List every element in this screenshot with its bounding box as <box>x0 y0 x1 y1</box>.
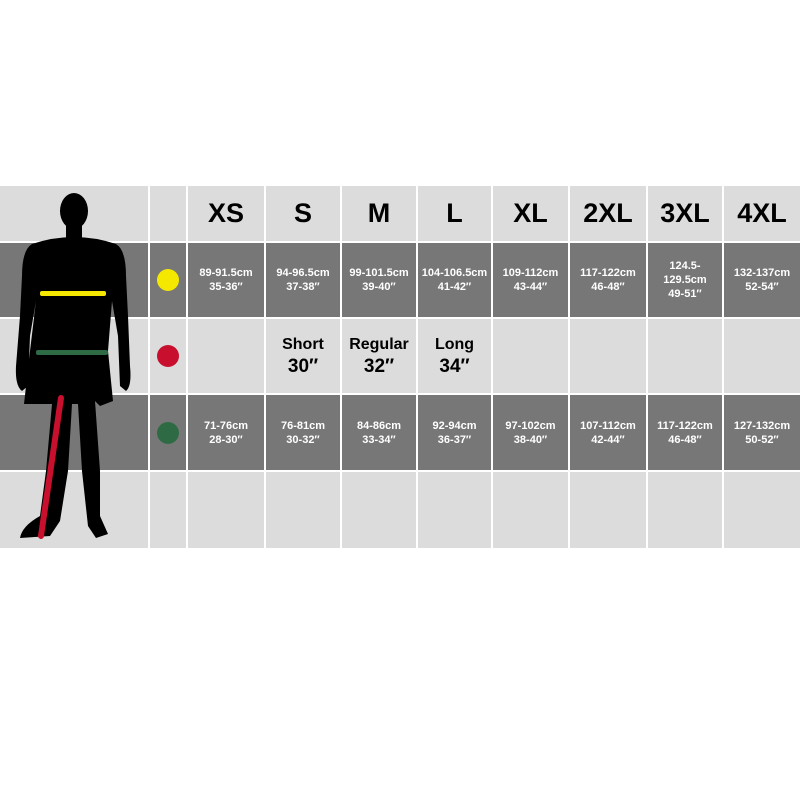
empty-cell <box>266 472 340 548</box>
figure-cell <box>0 395 148 470</box>
waist-cell: 71-76cm 28-30″ <box>188 395 264 470</box>
cm: 94-96.5cm <box>276 267 330 279</box>
inches: 52-54″ <box>745 281 779 293</box>
waist-cell: 117-122cm 46-48″ <box>648 395 722 470</box>
inseam-cell <box>188 319 264 393</box>
chest-legend-cell <box>150 243 186 317</box>
inches: 30-32″ <box>286 433 320 446</box>
cm: 89-91.5cm <box>199 267 253 279</box>
inseam-cell: Long 34″ <box>418 319 491 393</box>
empty-cell <box>418 472 491 548</box>
size-header: 2XL <box>570 186 646 241</box>
size-header: M <box>342 186 416 241</box>
cm: 124.5-129.5cm <box>663 260 707 286</box>
inseam-red-dot-icon <box>157 345 179 367</box>
chest-cell: 104-106.5cm 41-42″ <box>418 243 491 317</box>
inseam-legend-cell <box>150 319 186 393</box>
inseam-cell <box>724 319 800 393</box>
cm: 99-101.5cm <box>349 267 409 279</box>
chest-measure-line <box>40 291 106 296</box>
cm: 117-122cm <box>580 267 636 279</box>
chest-cell: 109-112cm 43-44″ <box>493 243 568 317</box>
inseam-cell <box>493 319 568 393</box>
empty-cell <box>342 472 416 548</box>
inches: 36-37″ <box>437 433 472 446</box>
waist-measure-line <box>36 350 108 355</box>
inches: 42-44″ <box>591 433 625 446</box>
waist-cell: 127-132cm 50-52″ <box>724 395 800 470</box>
inseam-label: Short <box>282 336 324 353</box>
cm: 84-86cm <box>356 419 402 432</box>
inseam-cell: Short 30″ <box>266 319 340 393</box>
chest-yellow-dot-icon <box>157 269 179 291</box>
size-header: XL <box>493 186 568 241</box>
inches: 50-52″ <box>745 433 779 446</box>
size-header: L <box>418 186 491 241</box>
size-header: 3XL <box>648 186 722 241</box>
inches: 49-51″ <box>668 288 702 300</box>
inches: 46-48″ <box>591 281 625 293</box>
inseam-value: 30″ <box>287 356 319 377</box>
inches: 35-36″ <box>209 281 243 293</box>
empty-cell <box>648 472 722 548</box>
waist-cell: 84-86cm 33-34″ <box>342 395 416 470</box>
inseam-label: Long <box>434 336 475 353</box>
inches: 28-30″ <box>209 433 243 446</box>
waist-legend-cell <box>150 395 186 470</box>
inseam-cell <box>648 319 722 393</box>
cm: 104-106.5cm <box>421 267 488 279</box>
cm: 107-112cm <box>580 419 636 432</box>
inches: 38-40″ <box>513 433 548 446</box>
chest-cell: 117-122cm 46-48″ <box>570 243 646 317</box>
inseam-label: Regular <box>349 336 409 353</box>
inches: 41-42″ <box>437 281 472 293</box>
cm: 109-112cm <box>502 267 559 279</box>
empty-cell <box>724 472 800 548</box>
size-header: 4XL <box>724 186 800 241</box>
chest-cell: 99-101.5cm 39-40″ <box>342 243 416 317</box>
cm: 117-122cm <box>657 419 713 432</box>
cm: 71-76cm <box>203 419 249 432</box>
cm: 76-81cm <box>280 419 326 432</box>
waist-cell: 92-94cm 36-37″ <box>418 395 491 470</box>
inches: 39-40″ <box>362 281 396 293</box>
inseam-value: 34″ <box>439 356 470 377</box>
inches: 43-44″ <box>513 281 548 293</box>
chest-cell: 132-137cm 52-54″ <box>724 243 800 317</box>
cm: 92-94cm <box>432 419 477 432</box>
empty-cell <box>188 472 264 548</box>
empty-cell <box>150 472 186 548</box>
waist-cell: 97-102cm 38-40″ <box>493 395 568 470</box>
body-silhouette-icon <box>15 193 131 539</box>
inseam-measure-line <box>38 395 64 539</box>
waist-green-dot-icon <box>157 421 179 444</box>
empty-cell <box>570 472 646 548</box>
inches: 33-34″ <box>362 433 396 446</box>
inseam-value: 32″ <box>363 356 395 377</box>
size-header: XS <box>188 186 264 241</box>
cm: 97-102cm <box>505 419 556 432</box>
legend-header-cell <box>150 186 186 241</box>
chest-cell: 89-91.5cm 35-36″ <box>188 243 264 317</box>
waist-cell: 107-112cm 42-44″ <box>570 395 646 470</box>
inches: 46-48″ <box>668 433 702 446</box>
chest-cell: 94-96.5cm 37-38″ <box>266 243 340 317</box>
inches: 37-38″ <box>286 281 320 293</box>
chest-cell: 124.5-129.5cm 49-51″ <box>648 243 722 317</box>
empty-cell <box>493 472 568 548</box>
inseam-cell: Regular 32″ <box>342 319 416 393</box>
cm: 127-132cm <box>733 419 791 432</box>
inseam-cell <box>570 319 646 393</box>
size-chart-table: XS S M L XL 2XL 3XL 4XL 89-91.5cm 35-36″ … <box>0 186 800 548</box>
size-header: S <box>266 186 340 241</box>
cm: 132-137cm <box>733 267 791 279</box>
waist-cell: 76-81cm 30-32″ <box>266 395 340 470</box>
